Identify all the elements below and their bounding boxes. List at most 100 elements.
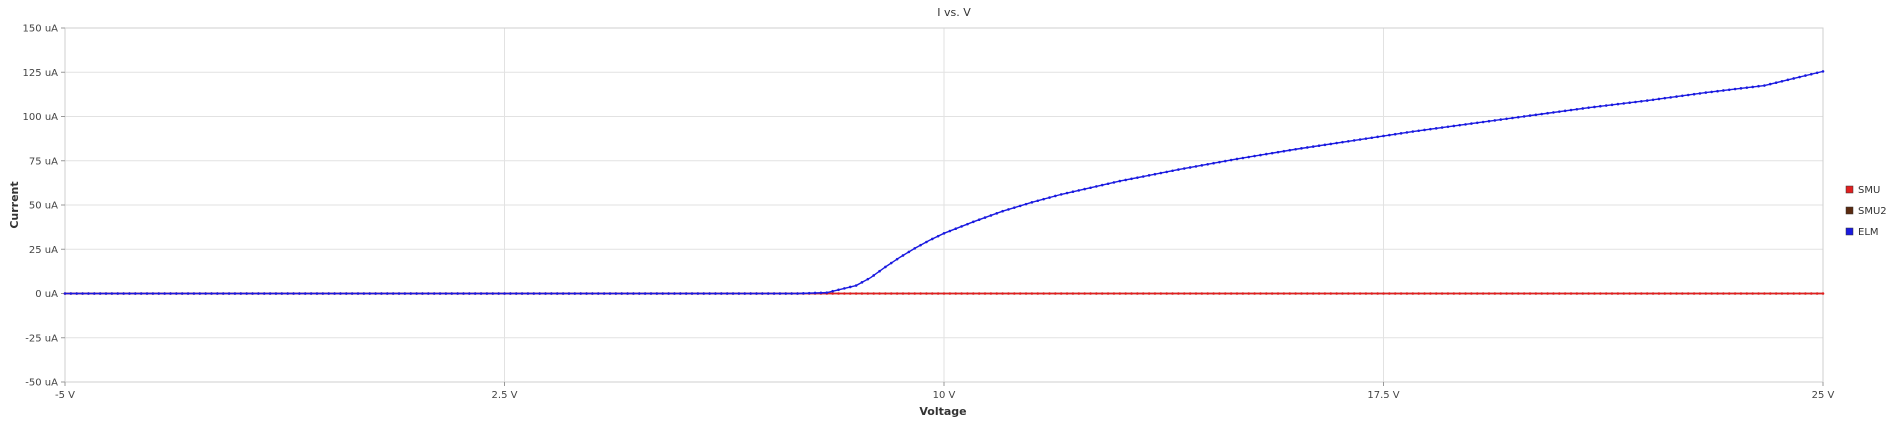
data-point xyxy=(649,292,653,295)
data-point xyxy=(169,292,172,295)
data-point xyxy=(1323,292,1327,295)
data-point xyxy=(1036,292,1040,295)
data-point xyxy=(930,292,934,295)
data-point xyxy=(1470,292,1473,295)
data-point xyxy=(596,292,600,295)
data-point xyxy=(1745,292,1749,295)
data-point xyxy=(761,292,764,295)
data-point xyxy=(1282,149,1286,153)
data-point xyxy=(1768,292,1772,295)
data-point xyxy=(1100,292,1104,295)
data-point xyxy=(661,292,665,295)
data-point xyxy=(1147,174,1151,177)
data-point xyxy=(983,292,987,295)
legend-item-smu2: SMU2 xyxy=(1845,206,1887,217)
data-point xyxy=(93,292,96,295)
data-point xyxy=(1147,292,1151,295)
data-point xyxy=(1481,292,1485,295)
data-point xyxy=(462,292,465,295)
x-tick-label: 17.5 V xyxy=(1367,390,1399,401)
data-point xyxy=(1628,101,1631,104)
data-point xyxy=(1229,292,1233,295)
data-point xyxy=(286,292,289,295)
data-point xyxy=(995,292,999,295)
data-point xyxy=(1581,292,1585,295)
data-point xyxy=(889,292,893,295)
data-point xyxy=(257,292,260,295)
data-point xyxy=(895,292,899,295)
data-point xyxy=(860,292,864,295)
data-point xyxy=(1645,292,1649,295)
data-point xyxy=(1393,292,1397,295)
data-point xyxy=(1077,189,1081,192)
data-point xyxy=(227,292,231,295)
data-point xyxy=(386,292,389,295)
data-point xyxy=(1505,292,1508,295)
data-point xyxy=(901,292,905,295)
y-tick-label: 150 uA xyxy=(23,24,59,35)
data-point xyxy=(1188,292,1192,295)
data-point xyxy=(843,287,846,290)
data-point xyxy=(368,292,372,295)
data-point xyxy=(720,292,723,295)
data-point xyxy=(790,292,793,295)
data-point xyxy=(1188,166,1192,169)
data-point xyxy=(251,292,254,295)
data-point xyxy=(1311,145,1315,148)
data-point xyxy=(1300,147,1303,150)
data-point xyxy=(1511,116,1514,120)
data-point xyxy=(1212,292,1215,295)
data-point xyxy=(989,292,993,295)
data-point xyxy=(884,292,887,295)
data-point xyxy=(1405,292,1409,295)
data-point xyxy=(309,292,313,295)
data-point xyxy=(1587,106,1590,109)
data-point xyxy=(1727,88,1731,92)
data-point xyxy=(1464,123,1467,126)
data-point xyxy=(1733,292,1737,295)
data-point xyxy=(1089,186,1092,190)
data-point xyxy=(936,292,940,295)
data-point xyxy=(1604,104,1608,107)
data-point xyxy=(1540,292,1544,295)
data-point xyxy=(749,292,752,295)
data-point xyxy=(1786,292,1790,295)
data-point xyxy=(884,265,887,269)
data-point xyxy=(1722,89,1725,92)
data-point xyxy=(1341,292,1344,295)
data-point xyxy=(1030,201,1034,204)
series-elm xyxy=(63,70,1825,295)
y-tick-label: 50 uA xyxy=(29,201,58,212)
data-point xyxy=(1071,292,1075,295)
data-point xyxy=(1212,161,1215,165)
data-point xyxy=(948,292,952,295)
data-point xyxy=(1013,206,1016,209)
data-point xyxy=(1446,292,1450,295)
data-point xyxy=(1054,194,1057,198)
data-point xyxy=(1036,199,1040,203)
data-point xyxy=(427,292,430,295)
data-point xyxy=(1317,292,1321,295)
data-point xyxy=(1716,292,1719,295)
data-point xyxy=(122,292,125,295)
data-point xyxy=(1276,150,1280,154)
data-point xyxy=(960,292,963,295)
data-point xyxy=(1804,74,1807,77)
data-point xyxy=(1722,292,1725,295)
data-point xyxy=(1628,292,1631,295)
data-point xyxy=(1024,292,1028,295)
data-point xyxy=(1528,292,1532,295)
data-point xyxy=(1223,159,1227,163)
data-point xyxy=(1136,176,1139,179)
y-tick-label: 25 uA xyxy=(29,245,58,256)
data-point xyxy=(1171,169,1174,173)
data-point xyxy=(602,292,606,295)
data-point xyxy=(872,274,875,277)
data-point xyxy=(1165,170,1168,174)
data-point xyxy=(966,222,969,226)
data-point xyxy=(192,292,196,295)
data-point xyxy=(1698,292,1702,295)
data-point xyxy=(397,292,401,295)
legend-swatch xyxy=(1845,227,1854,236)
data-point xyxy=(889,261,893,265)
